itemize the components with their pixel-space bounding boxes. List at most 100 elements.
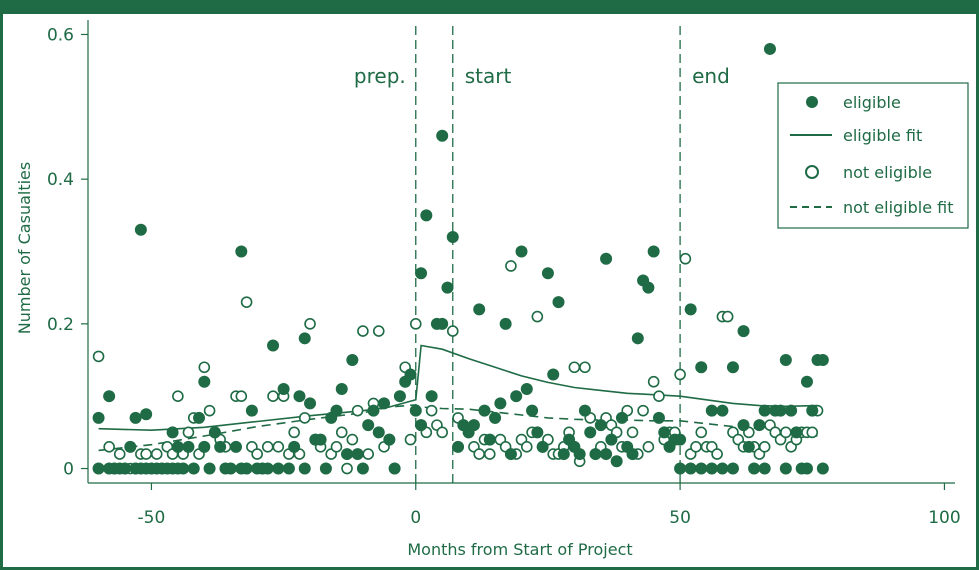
point-eligible xyxy=(674,433,687,446)
point-not-eligible xyxy=(357,325,369,337)
point-eligible xyxy=(134,223,147,236)
point-eligible xyxy=(779,354,792,367)
point-not-eligible xyxy=(140,448,152,460)
point-not-eligible xyxy=(288,426,300,439)
point-not-eligible xyxy=(695,426,708,439)
point-not-eligible xyxy=(531,310,544,323)
point-not-eligible xyxy=(92,350,105,363)
point-eligible xyxy=(573,448,586,461)
point-eligible xyxy=(779,462,792,475)
point-eligible xyxy=(298,332,311,345)
point-eligible xyxy=(140,408,153,421)
point-eligible xyxy=(594,419,607,432)
x-tick-label: 50 xyxy=(669,508,691,528)
legend-label-not-eligible: not eligible xyxy=(843,163,932,182)
point-eligible xyxy=(626,448,639,461)
point-eligible xyxy=(584,426,597,439)
point-eligible xyxy=(208,426,221,439)
point-eligible xyxy=(726,361,739,374)
point-not-eligible xyxy=(626,426,639,439)
point-not-eligible xyxy=(721,310,734,323)
x-tick-label: 100 xyxy=(928,508,960,528)
point-eligible xyxy=(615,411,628,424)
point-eligible xyxy=(631,332,644,345)
point-eligible xyxy=(425,390,438,403)
point-eligible xyxy=(504,448,517,461)
point-not-eligible xyxy=(261,441,274,453)
point-not-eligible xyxy=(330,441,343,453)
y-tick-label: 0.6 xyxy=(47,25,74,45)
vline-label: prep. xyxy=(354,64,406,88)
point-eligible xyxy=(92,411,105,424)
point-not-eligible xyxy=(446,325,459,337)
point-eligible xyxy=(203,462,216,475)
point-eligible xyxy=(605,433,618,446)
point-not-eligible xyxy=(351,404,364,417)
point-eligible xyxy=(261,462,274,475)
y-tick-label: 0 xyxy=(63,460,74,480)
y-ticks: 0 0.2 0.4 0.6 xyxy=(47,25,88,480)
point-eligible xyxy=(383,433,396,446)
point-eligible xyxy=(404,368,417,381)
vline-label: end xyxy=(692,64,730,88)
point-not-eligible xyxy=(473,448,486,460)
point-not-eligible xyxy=(520,441,533,453)
legend-label-eligible-fit: eligible fit xyxy=(843,126,922,145)
legend-marker-eligible xyxy=(806,96,818,108)
point-eligible xyxy=(304,397,317,410)
point-not-eligible xyxy=(436,426,449,439)
reference-lines: prep. start end xyxy=(354,26,730,483)
point-eligible xyxy=(684,462,697,475)
point-eligible xyxy=(737,325,750,338)
y-tick-label: 0.2 xyxy=(47,315,74,335)
point-not-eligible xyxy=(653,390,665,402)
point-not-eligible xyxy=(483,448,496,460)
point-eligible xyxy=(763,42,776,55)
point-eligible xyxy=(510,390,523,403)
y-tick-label: 0.4 xyxy=(47,170,74,190)
x-tick-label: 0 xyxy=(410,508,421,528)
axes xyxy=(87,20,955,484)
point-eligible xyxy=(393,390,406,403)
point-eligible xyxy=(489,411,502,424)
point-eligible xyxy=(578,404,591,417)
point-eligible xyxy=(272,462,285,475)
point-eligible xyxy=(235,245,248,258)
point-eligible xyxy=(816,354,829,367)
point-eligible xyxy=(515,245,528,258)
point-eligible xyxy=(388,462,401,475)
point-not-eligible xyxy=(425,404,438,417)
point-eligible xyxy=(726,462,739,475)
point-eligible xyxy=(473,303,486,316)
point-not-eligible xyxy=(674,368,686,381)
point-eligible xyxy=(531,426,544,439)
point-eligible xyxy=(282,462,295,475)
point-eligible xyxy=(705,404,718,417)
point-eligible xyxy=(774,404,787,417)
point-eligible xyxy=(341,448,354,461)
point-eligible xyxy=(695,462,708,475)
point-not-eligible xyxy=(758,441,771,453)
point-eligible xyxy=(647,245,660,258)
point-not-eligible xyxy=(579,361,591,374)
point-eligible xyxy=(652,411,665,424)
point-eligible xyxy=(288,440,301,453)
point-eligible xyxy=(742,440,755,453)
point-not-eligible xyxy=(642,441,655,453)
point-eligible xyxy=(800,462,813,475)
point-eligible xyxy=(552,296,565,309)
point-eligible xyxy=(171,440,184,453)
point-eligible xyxy=(557,448,570,461)
point-eligible xyxy=(499,317,512,330)
point-eligible xyxy=(478,404,491,417)
point-eligible xyxy=(378,397,391,410)
point-eligible xyxy=(541,267,554,280)
point-eligible xyxy=(816,462,829,475)
point-eligible xyxy=(166,426,179,439)
point-eligible xyxy=(520,382,533,395)
point-eligible xyxy=(536,440,549,453)
point-eligible xyxy=(758,404,771,417)
point-eligible xyxy=(705,462,718,475)
point-eligible xyxy=(436,317,449,330)
